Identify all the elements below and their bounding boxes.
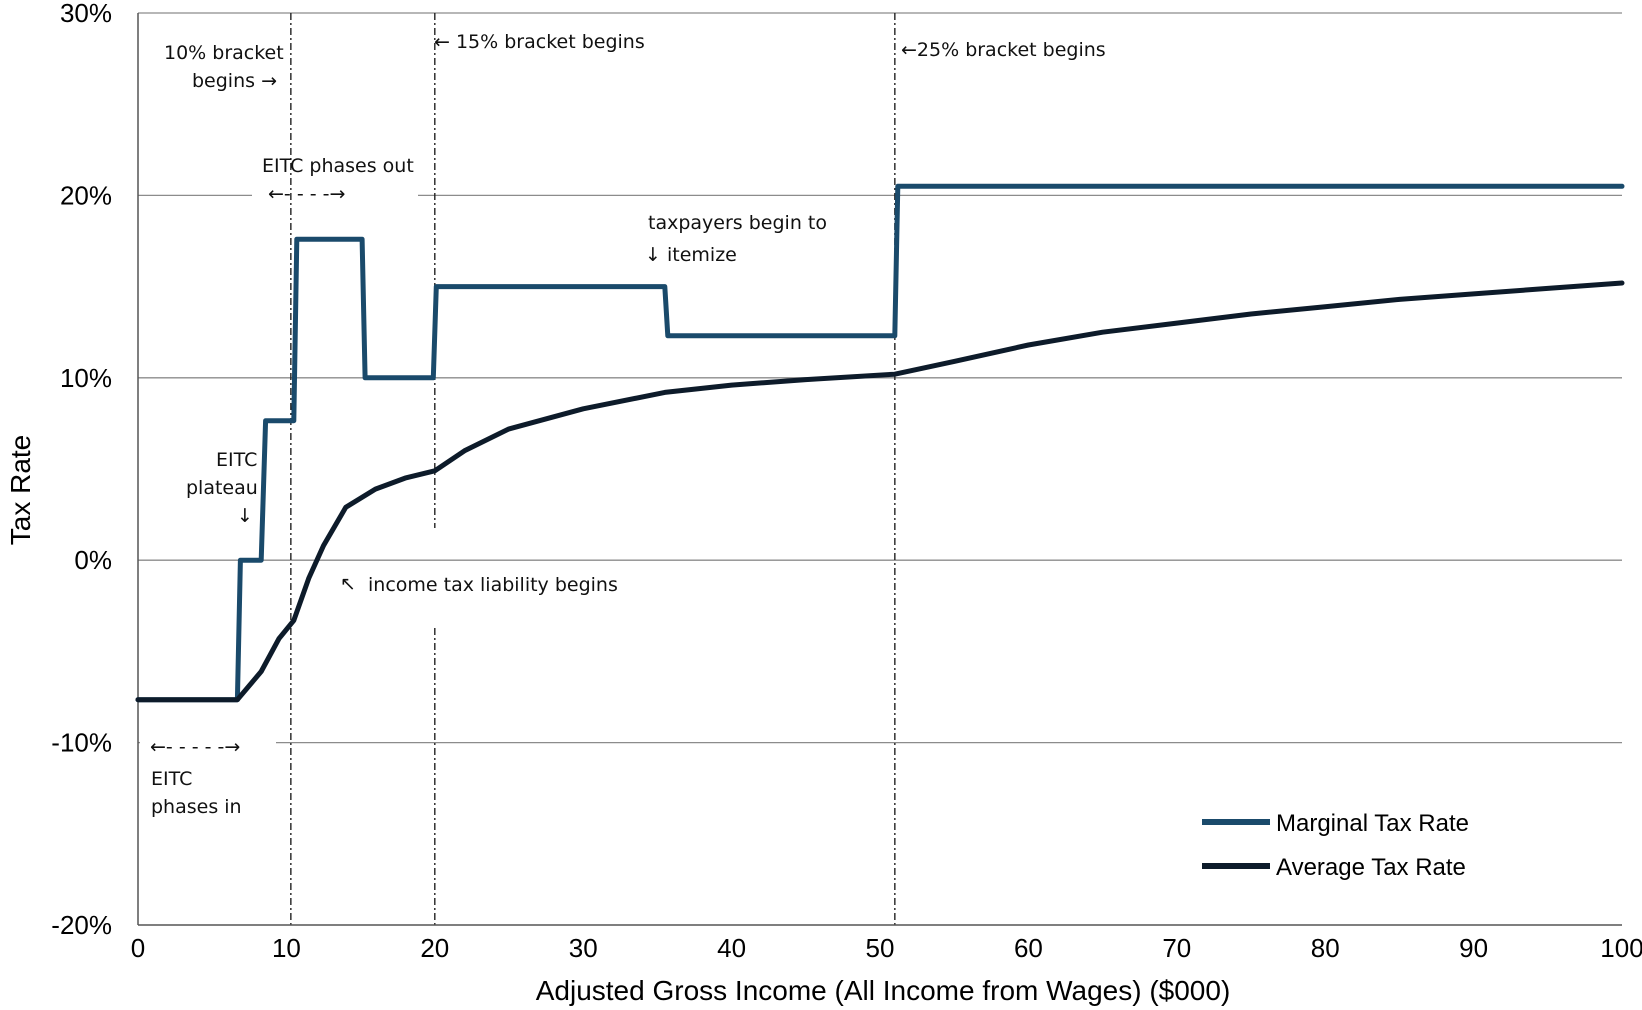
- annotation-25pct-bracket: ←25% bracket begins: [901, 39, 1106, 61]
- annotation-eitc-plateau-arrow: ↓: [237, 505, 253, 527]
- y-tick-labels: -20% -10% 0% 10% 20% 30%: [51, 0, 112, 940]
- bracket-marker-lines: [290, 13, 896, 925]
- annotation-10pct-bracket: 10% bracket: [164, 42, 284, 64]
- y-tick-label: -10%: [51, 728, 112, 758]
- y-axis-title: Tax Rate: [5, 435, 36, 546]
- legend-label-average: Average Tax Rate: [1276, 854, 1466, 881]
- annotation-eitc-phases-in-arrow: ←- - - - -→: [150, 736, 240, 758]
- x-tick-label: 70: [1162, 933, 1191, 963]
- legend: Marginal Tax Rate Average Tax Rate: [1202, 810, 1469, 881]
- x-tick-label: 40: [717, 933, 746, 963]
- y-tick-label: 0%: [74, 545, 112, 575]
- y-tick-label: 10%: [60, 363, 112, 393]
- annotation-itemize-arrow: ↓: [645, 244, 661, 266]
- annotation-itemize: itemize: [667, 244, 737, 266]
- x-tick-label: 60: [1014, 933, 1043, 963]
- x-tick-label: 100: [1600, 933, 1642, 963]
- annotation-eitc-phases-out-arrow: ←- - - -→: [268, 183, 345, 205]
- x-tick-label: 80: [1311, 933, 1340, 963]
- annotation-eitc-phases-in: phases in: [151, 796, 242, 818]
- series-lines: [135, 183, 1625, 703]
- annotation-eitc-plateau-label: EITC: [216, 449, 257, 471]
- x-tick-label: 10: [272, 933, 301, 963]
- annotation-liability-arrow: ↖: [340, 573, 356, 595]
- annotation-10pct-bracket-begins: begins →: [192, 70, 277, 92]
- x-tick-label: 20: [420, 933, 449, 963]
- annotations: 10% bracket begins → ← 15% bracket begins ←…: [150, 31, 1106, 818]
- x-tick-label: 50: [866, 933, 895, 963]
- annotation-15pct-bracket: ← 15% bracket begins: [434, 31, 645, 53]
- y-tick-label: -20%: [51, 910, 112, 940]
- legend-label-marginal: Marginal Tax Rate: [1276, 810, 1469, 837]
- x-tick-label: 30: [569, 933, 598, 963]
- annotation-eitc-phases-in-label: EITC: [151, 768, 192, 790]
- annotation-eitc-plateau: plateau: [186, 477, 258, 499]
- marginal-tax-rate-line: [135, 183, 1625, 703]
- y-tick-label: 20%: [60, 180, 112, 210]
- annotation-eitc-phases-out: EITC phases out: [262, 155, 414, 177]
- annotation-income-tax-liability: income tax liability begins: [368, 574, 618, 596]
- average-tax-rate-line: [135, 280, 1625, 703]
- annotation-taxpayers-itemize: taxpayers begin to: [648, 212, 827, 234]
- y-tick-label: 30%: [60, 0, 112, 28]
- x-tick-label: 0: [131, 933, 145, 963]
- x-axis-title: Adjusted Gross Income (All Income from W…: [536, 975, 1231, 1006]
- axes: [137, 13, 1622, 926]
- x-tick-labels: 0 10 20 30 40 50 60 70 80 90 100: [131, 933, 1642, 963]
- x-tick-label: 90: [1459, 933, 1488, 963]
